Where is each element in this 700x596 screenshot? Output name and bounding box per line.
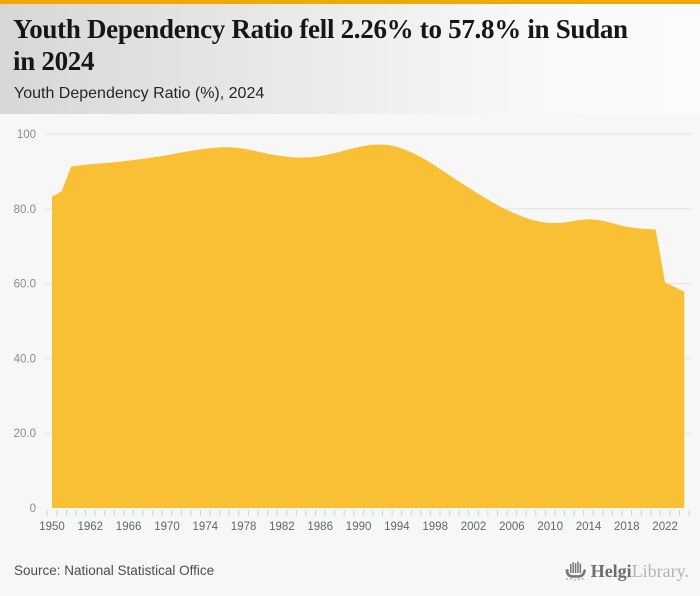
- x-axis-labels: 1950 1962 1966 1970 1974 1978 1982 1986 1990 1994…: [39, 521, 678, 533]
- svg-text:2018: 2018: [614, 521, 640, 533]
- svg-text:2002: 2002: [461, 521, 487, 533]
- y-axis-labels: 0 20.0 40.0 60.0 80.0 100: [14, 129, 36, 515]
- source-text: Source: National Statistical Office: [14, 563, 215, 578]
- page-title-line2: in 2024: [13, 46, 95, 77]
- svg-text:1978: 1978: [231, 521, 257, 533]
- svg-text:60.0: 60.0: [14, 279, 36, 291]
- logo-text-library: Library.: [631, 561, 689, 581]
- x-axis-ticks: [46, 510, 690, 516]
- svg-text:2022: 2022: [652, 521, 678, 533]
- svg-text:2006: 2006: [499, 521, 525, 533]
- svg-text:20.0: 20.0: [14, 428, 36, 440]
- svg-text:1986: 1986: [307, 521, 333, 533]
- svg-text:1990: 1990: [346, 521, 372, 533]
- svg-text:2014: 2014: [576, 521, 602, 533]
- svg-text:40.0: 40.0: [14, 353, 36, 365]
- logo-wordmark: HelgiLibrary.: [591, 559, 689, 583]
- svg-text:1974: 1974: [193, 521, 219, 533]
- header: Youth Dependency Ratio fell 2.26% to 57.…: [0, 4, 700, 114]
- svg-text:80.0: 80.0: [14, 204, 36, 216]
- svg-text:1950: 1950: [39, 521, 65, 533]
- svg-text:1994: 1994: [384, 521, 410, 533]
- area-series: [52, 144, 685, 508]
- svg-text:1982: 1982: [269, 521, 295, 533]
- svg-text:0: 0: [30, 503, 36, 515]
- logo-text-helgi: Helgi: [590, 561, 632, 581]
- svg-text:1966: 1966: [116, 521, 142, 533]
- chart-subtitle: Youth Dependency Ratio (%), 2024: [14, 84, 265, 102]
- svg-text:2010: 2010: [537, 521, 563, 533]
- svg-text:1998: 1998: [422, 521, 448, 533]
- viking-ship-icon: [565, 561, 586, 581]
- svg-text:100: 100: [17, 129, 36, 141]
- svg-text:1962: 1962: [78, 521, 104, 533]
- top-accent-bar: [0, 0, 700, 4]
- page-title-line1: Youth Dependency Ratio fell 2.26% to 57.…: [13, 14, 628, 44]
- youth-dependency-area-chart: 0 20.0 40.0 60.0 80.0 100 1950 1962 1966 1970 1974…: [14, 129, 692, 533]
- helgi-library-logo: HelgiLibrary.: [563, 559, 689, 583]
- svg-text:1970: 1970: [154, 521, 180, 533]
- page-title: Youth Dependency Ratio fell 2.26% to 57.…: [13, 13, 686, 78]
